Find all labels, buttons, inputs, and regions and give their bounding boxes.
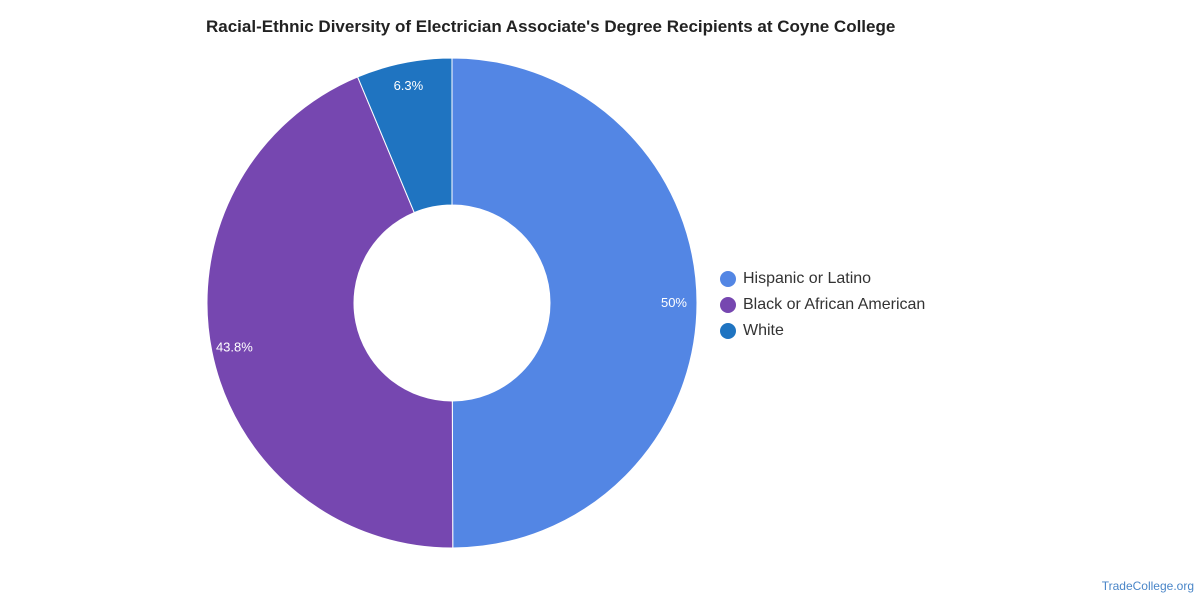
legend-swatch: [720, 323, 736, 339]
slice-white[interactable]: [356, 57, 453, 214]
legend-item-white[interactable]: White: [720, 318, 925, 344]
legend-swatch: [720, 297, 736, 313]
source-credit[interactable]: TradeCollege.org: [1101, 579, 1194, 593]
slice-black-or-african-american[interactable]: [206, 76, 454, 549]
slice-label-hispanic-or-latino: 50%: [661, 295, 687, 310]
slice-labels: 50% 43.8% 6.3%: [216, 78, 687, 355]
legend-item-hispanic-or-latino[interactable]: Hispanic or Latino: [720, 266, 925, 292]
legend-item-black-or-african-american[interactable]: Black or African American: [720, 292, 925, 318]
slice-hispanic-or-latino[interactable]: [451, 57, 698, 549]
legend-swatch: [720, 271, 736, 287]
legend-label: Hispanic or Latino: [743, 270, 872, 287]
chart-title: Racial-Ethnic Diversity of Electrician A…: [206, 17, 896, 36]
legend-label: White: [743, 322, 784, 339]
donut-slices: [206, 57, 698, 549]
slice-label-white: 6.3%: [394, 78, 424, 93]
slice-label-black-or-african-american: 43.8%: [216, 339, 253, 354]
legend: Hispanic or Latino Black or African Ameri…: [720, 266, 925, 344]
legend-label: Black or African American: [743, 296, 926, 313]
